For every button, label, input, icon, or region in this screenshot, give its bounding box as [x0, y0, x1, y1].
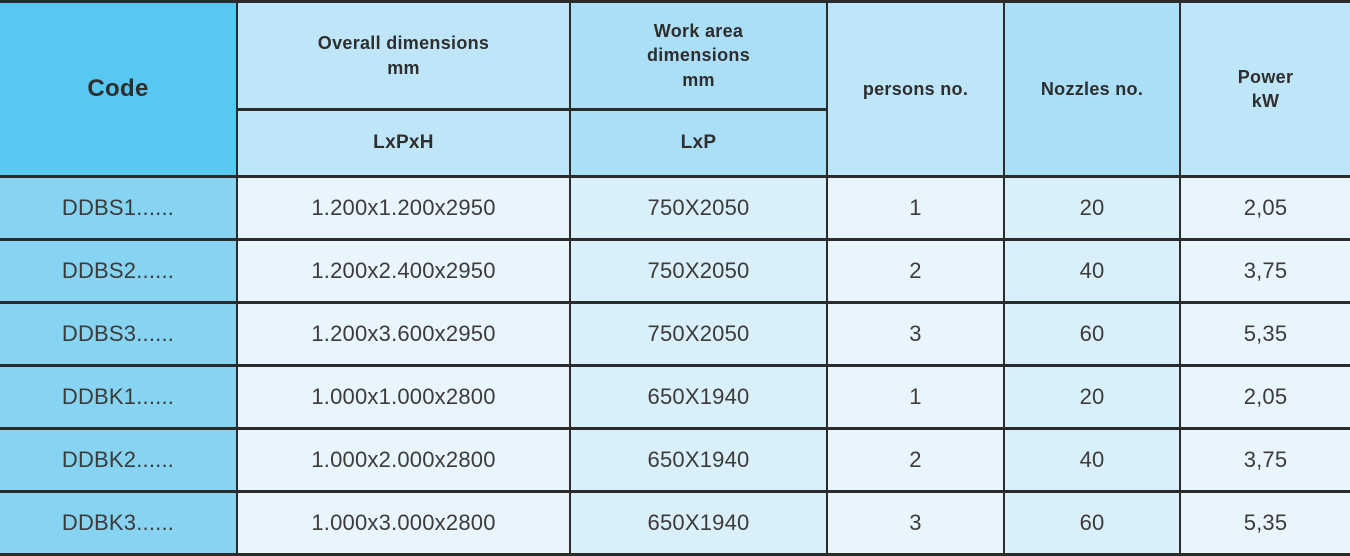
column-header-nozzles-no: Nozzles no.	[1003, 0, 1181, 178]
cell-work-area-dimensions: 650X1940	[569, 364, 828, 430]
cell-code: DDBK1......	[0, 364, 238, 430]
cell-nozzles-no: 60	[1003, 490, 1181, 556]
cell-nozzles-no: 40	[1003, 238, 1181, 304]
cell-overall-dimensions: 1.000x1.000x2800	[236, 364, 571, 430]
cell-code: DDBS1......	[0, 175, 238, 241]
cell-power-kw: 5,35	[1179, 301, 1350, 367]
cell-work-area-dimensions: 750X2050	[569, 175, 828, 241]
cell-power-kw: 3,75	[1179, 238, 1350, 304]
cell-persons-no: 2	[826, 238, 1005, 304]
cell-overall-dimensions: 1.200x1.200x2950	[236, 175, 571, 241]
header-row-sub: LxPxH LxP	[0, 108, 1350, 178]
cell-power-kw: 2,05	[1179, 364, 1350, 430]
cell-overall-dimensions: 1.200x2.400x2950	[236, 238, 571, 304]
table-header: Code Overall dimensions mm Work area dim…	[0, 0, 1350, 178]
cell-persons-no: 2	[826, 427, 1005, 493]
cell-work-area-dimensions: 750X2050	[569, 238, 828, 304]
cell-overall-dimensions: 1.000x3.000x2800	[236, 490, 571, 556]
table-row: DDBK2...... 1.000x2.000x2800 650X1940 2 …	[0, 427, 1350, 493]
table-body: DDBS1...... 1.200x1.200x2950 750X2050 1 …	[0, 175, 1350, 556]
subheader-lxp: LxP	[569, 108, 828, 178]
header-row-main: Code Overall dimensions mm Work area dim…	[0, 0, 1350, 178]
cell-persons-no: 1	[826, 175, 1005, 241]
table-row: DDBS1...... 1.200x1.200x2950 750X2050 1 …	[0, 175, 1350, 241]
cell-code: DDBS2......	[0, 238, 238, 304]
cell-code: DDBK3......	[0, 490, 238, 556]
cell-overall-dimensions: 1.000x2.000x2800	[236, 427, 571, 493]
cell-power-kw: 3,75	[1179, 427, 1350, 493]
column-header-overall-dimensions: Overall dimensions mm	[236, 0, 571, 111]
cell-work-area-dimensions: 650X1940	[569, 427, 828, 493]
cell-work-area-dimensions: 650X1940	[569, 490, 828, 556]
table-row: DDBS2...... 1.200x2.400x2950 750X2050 2 …	[0, 238, 1350, 304]
table-row: DDBK3...... 1.000x3.000x2800 650X1940 3 …	[0, 490, 1350, 556]
cell-code: DDBK2......	[0, 427, 238, 493]
table-row: DDBK1...... 1.000x1.000x2800 650X1940 1 …	[0, 364, 1350, 430]
cell-persons-no: 1	[826, 364, 1005, 430]
cell-work-area-dimensions: 750X2050	[569, 301, 828, 367]
cell-persons-no: 3	[826, 490, 1005, 556]
cell-power-kw: 5,35	[1179, 490, 1350, 556]
column-header-work-area-dimensions: Work area dimensions mm	[569, 0, 828, 111]
cell-nozzles-no: 40	[1003, 427, 1181, 493]
column-header-persons-no: persons no.	[826, 0, 1005, 178]
cell-nozzles-no: 20	[1003, 175, 1181, 241]
cell-overall-dimensions: 1.200x3.600x2950	[236, 301, 571, 367]
subheader-lxpxh: LxPxH	[236, 108, 571, 178]
column-header-code: Code	[0, 0, 238, 178]
table-row: DDBS3...... 1.200x3.600x2950 750X2050 3 …	[0, 301, 1350, 367]
cell-persons-no: 3	[826, 301, 1005, 367]
column-header-power-kw: Power kW	[1179, 0, 1350, 178]
cell-nozzles-no: 60	[1003, 301, 1181, 367]
cell-power-kw: 2,05	[1179, 175, 1350, 241]
cell-code: DDBS3......	[0, 301, 238, 367]
cell-nozzles-no: 20	[1003, 364, 1181, 430]
